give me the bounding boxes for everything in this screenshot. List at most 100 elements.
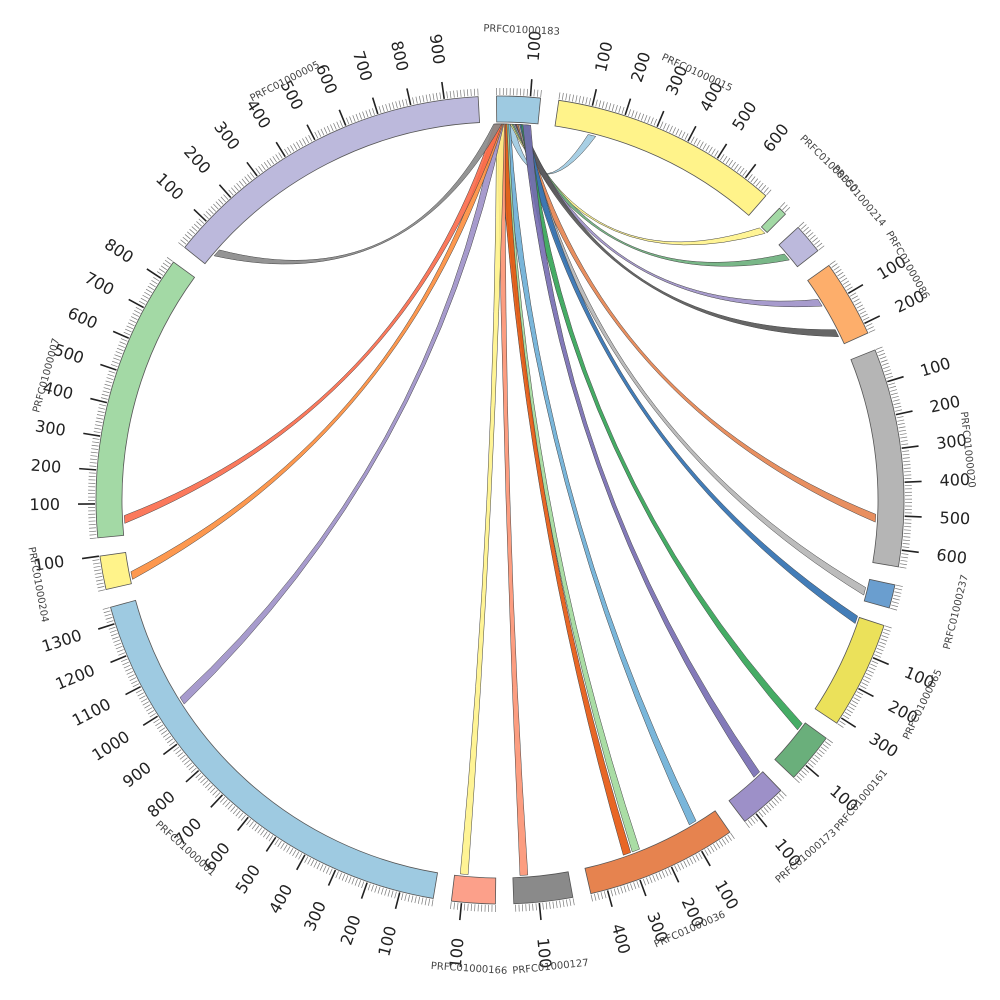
tick-label: 200 <box>337 913 365 948</box>
tick-label: 200 <box>30 456 62 477</box>
segment-label-prfc01000237: PRFC01000237 <box>942 574 971 651</box>
link-prfc01000183-prfc01000237 <box>517 124 866 596</box>
tick-label: 100 <box>446 937 468 969</box>
major-tick <box>624 98 632 116</box>
segment-label-prfc01000007: PRFC01000007 <box>31 337 62 414</box>
tick-label: 900 <box>426 33 449 66</box>
tick-label: 300 <box>935 430 968 453</box>
minor-ticks-prfc01000065 <box>837 625 892 728</box>
major-tick <box>904 480 922 483</box>
segment-prfc01000020 <box>850 349 905 568</box>
minor-ticks-prfc01000020 <box>875 346 913 569</box>
segment-prfc01000005 <box>184 96 480 265</box>
major-tick <box>193 208 207 222</box>
segment-prfc01000001 <box>110 599 438 899</box>
tick-label: 200 <box>180 142 215 177</box>
major-tick <box>840 717 857 728</box>
tick-label: 700 <box>349 49 376 84</box>
major-tick <box>83 432 101 437</box>
segment-prfc01000007 <box>95 261 196 539</box>
major-tick <box>306 124 316 141</box>
link-prfc01000183-prfc01000173 <box>522 124 760 778</box>
major-tick <box>79 467 97 471</box>
major-tick <box>858 687 874 698</box>
major-tick <box>162 743 178 756</box>
major-tick <box>100 363 117 371</box>
tick-label: 800 <box>144 787 179 822</box>
tick-label: 200 <box>928 392 962 417</box>
major-tick <box>246 161 258 177</box>
major-tick <box>901 549 919 554</box>
major-tick <box>872 657 889 666</box>
tick-label: 300 <box>34 416 67 440</box>
tick-label: 700 <box>81 268 117 299</box>
major-tick <box>755 813 768 828</box>
tick-label: 500 <box>728 98 760 134</box>
major-tick <box>406 88 412 106</box>
major-tick <box>441 81 445 99</box>
link-prfc01000183-prfc01000007 <box>124 123 503 524</box>
major-tick <box>591 88 598 106</box>
segment-prfc01000166 <box>450 874 497 905</box>
link-prfc01000183-prfc01000005 <box>213 123 503 265</box>
major-tick <box>327 869 337 886</box>
tick-label: 400 <box>608 922 634 956</box>
tick-label: 500 <box>232 861 265 897</box>
major-tick <box>901 445 919 449</box>
tick-label: 100 <box>918 353 953 380</box>
major-tick <box>656 110 665 128</box>
tick-label: 200 <box>627 50 655 85</box>
major-tick <box>296 854 306 871</box>
major-tick <box>538 903 542 921</box>
link-prfc01000183-prfc01000036 <box>498 123 632 856</box>
segment-label-prfc01000183: PRFC01000183 <box>483 23 560 38</box>
link-prfc01000183-prfc01000065 <box>519 124 858 624</box>
segment-prfc01000237 <box>863 578 896 609</box>
tick-label: 1300 <box>39 626 84 657</box>
major-tick <box>237 816 249 832</box>
major-tick <box>97 623 115 630</box>
segment-prfc01000036 <box>584 810 731 895</box>
segment-prfc01000204 <box>99 552 132 590</box>
major-tick <box>146 268 162 279</box>
tick-label: 100 <box>524 30 545 62</box>
major-tick <box>716 143 728 159</box>
tick-label: 300 <box>210 118 244 154</box>
minor-ticks-prfc01000005 <box>178 88 479 248</box>
minor-ticks-prfc01000050 <box>779 202 791 213</box>
major-tick <box>394 892 401 910</box>
link-prfc01000183-prfc01000086 <box>512 123 823 308</box>
segment-label-prfc01000214: PRFC01000214 <box>830 163 888 229</box>
link-prfc01000183-prfc01000161 <box>520 124 803 731</box>
major-tick <box>529 79 533 97</box>
links-layer <box>124 123 876 876</box>
major-tick <box>895 410 913 416</box>
major-tick <box>639 879 647 897</box>
tick-label: 100 <box>374 924 400 958</box>
major-tick <box>805 764 820 778</box>
tick-label: 400 <box>265 881 296 917</box>
link-prfc01000183-prfc01000086 <box>514 124 840 337</box>
tick-label: 500 <box>939 508 970 528</box>
major-tick <box>887 375 904 383</box>
major-tick <box>670 866 680 883</box>
tick-label: 100 <box>29 495 60 514</box>
tick-label: 100 <box>33 552 66 575</box>
link-prfc01000183-prfc01000036 <box>501 123 697 826</box>
segment-prfc01000050 <box>760 207 787 234</box>
major-tick <box>371 97 379 115</box>
tick-label: 100 <box>591 40 616 74</box>
tick-label: 300 <box>300 898 330 934</box>
tick-label: 100 <box>152 169 187 204</box>
major-tick <box>687 125 697 142</box>
link-prfc01000183-prfc01000166 <box>459 123 505 875</box>
ticks-layer: 100 100 200 300 4005006001002001002003004005… <box>29 30 970 969</box>
major-tick <box>210 794 224 808</box>
tick-label: 100 <box>711 877 743 913</box>
major-tick <box>700 850 711 867</box>
link-prfc01000183-prfc01000001 <box>179 123 505 705</box>
segment-prfc01000086 <box>807 264 869 345</box>
major-tick <box>847 283 864 295</box>
major-tick <box>864 315 881 325</box>
